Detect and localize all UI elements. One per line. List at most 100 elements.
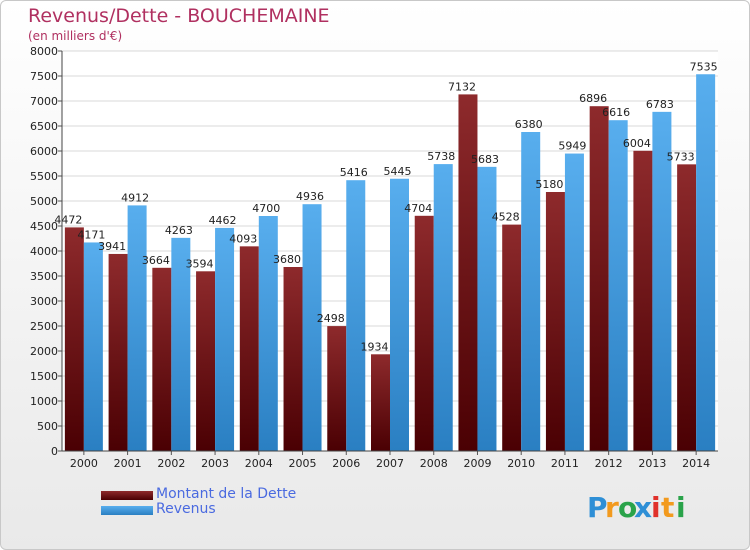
x-tick-label: 2014	[682, 457, 710, 470]
y-tick-label: 7000	[30, 95, 58, 108]
data-label-dette: 2498	[317, 312, 345, 325]
legend-swatch-dette	[101, 491, 153, 500]
y-tick-label: 3500	[30, 270, 58, 283]
chart-title: Revenus/Dette - BOUCHEMAINE	[28, 5, 330, 27]
bar-dette	[196, 271, 216, 451]
data-label-revenus: 4912	[121, 191, 149, 204]
data-label-revenus: 5949	[558, 140, 586, 153]
bar-dette	[677, 164, 697, 451]
data-label-revenus: 7535	[690, 60, 718, 73]
data-label-revenus: 5683	[471, 153, 499, 166]
legend-swatch-revenus	[101, 506, 153, 515]
data-label-dette: 4704	[404, 202, 432, 215]
bar-dette	[414, 215, 434, 451]
y-tick-label: 2500	[30, 320, 58, 333]
bar-revenus	[302, 204, 322, 451]
y-tick-label: 1500	[30, 370, 58, 383]
data-label-dette: 5180	[535, 178, 563, 191]
data-label-revenus: 5416	[340, 166, 368, 179]
bar-revenus	[346, 180, 366, 451]
data-label-revenus: 5445	[384, 165, 412, 178]
x-tick-label: 2000	[70, 457, 98, 470]
x-tick-label: 2002	[157, 457, 185, 470]
data-label-revenus: 6380	[515, 118, 543, 131]
y-tick-label: 3000	[30, 295, 58, 308]
y-tick-label: 500	[37, 420, 58, 433]
proxiti-logo: Pr oxi t i	[587, 491, 686, 524]
y-tick-label: 4000	[30, 245, 58, 258]
x-tick-label: 2013	[638, 457, 666, 470]
data-label-dette: 4093	[229, 232, 257, 245]
data-label-dette: 5733	[667, 150, 695, 163]
bar-dette	[108, 253, 128, 451]
y-tick-label: 5500	[30, 170, 58, 183]
x-tick-label: 2006	[332, 457, 360, 470]
x-tick-label: 2001	[114, 457, 142, 470]
bar-dette	[589, 106, 609, 451]
data-label-revenus: 4936	[296, 190, 324, 203]
logo-letter: i	[676, 491, 686, 524]
logo-letter: o	[618, 491, 637, 524]
data-label-dette: 3664	[142, 254, 170, 267]
data-label-revenus: 6783	[646, 98, 674, 111]
data-label-revenus: 4462	[209, 214, 237, 227]
data-label-revenus: 4263	[165, 224, 193, 237]
legend-label-dette: Montant de la Dette	[156, 486, 297, 502]
data-label-dette: 4472	[54, 213, 82, 226]
data-label-dette: 1934	[361, 340, 389, 353]
bar-revenus	[696, 74, 716, 451]
logo-letter: i	[651, 491, 661, 524]
bar-revenus	[127, 205, 147, 451]
y-tick-label: 0	[51, 445, 58, 458]
bar-revenus	[477, 166, 497, 451]
bar-dette	[458, 94, 478, 452]
bar-revenus	[564, 153, 584, 452]
bar-revenus	[608, 120, 628, 451]
bar-revenus	[258, 216, 278, 451]
x-tick-label: 2007	[376, 457, 404, 470]
legend-label-revenus: Revenus	[156, 501, 216, 517]
y-tick-label: 2000	[30, 345, 58, 358]
logo-letter: r	[605, 491, 619, 524]
logo-letter: P	[587, 491, 608, 524]
data-label-dette: 3941	[98, 240, 126, 253]
data-label-revenus: 4700	[252, 202, 280, 215]
bar-dette	[152, 267, 172, 451]
x-tick-label: 2010	[507, 457, 535, 470]
x-tick-label: 2005	[289, 457, 317, 470]
y-tick-label: 8000	[30, 45, 58, 58]
logo-letter: t	[661, 491, 674, 524]
bar-dette	[502, 224, 522, 451]
bar-revenus	[652, 111, 672, 451]
data-label-dette: 3594	[186, 257, 214, 270]
bar-dette	[371, 354, 390, 451]
x-tick-label: 2003	[201, 457, 229, 470]
x-tick-label: 2004	[245, 457, 273, 470]
x-tick-label: 2008	[420, 457, 448, 470]
bar-dette	[239, 246, 259, 451]
bar-dette	[633, 150, 653, 452]
bar-dette	[545, 192, 565, 451]
data-label-revenus: 6616	[602, 106, 630, 119]
chart-subtitle: (en milliers d'€)	[28, 29, 123, 43]
x-tick-label: 2009	[463, 457, 491, 470]
data-label-dette: 4528	[492, 211, 520, 224]
data-label-dette: 6896	[579, 92, 607, 105]
data-label-dette: 7132	[448, 80, 476, 93]
y-tick-label: 1000	[30, 395, 58, 408]
bar-dette	[64, 227, 84, 451]
y-tick-label: 7500	[30, 70, 58, 83]
y-tick-label: 5000	[30, 195, 58, 208]
bar-dette	[327, 326, 347, 451]
data-label-dette: 3680	[273, 253, 301, 266]
x-tick-label: 2011	[551, 457, 579, 470]
x-tick-label: 2012	[595, 457, 623, 470]
logo-letter: x	[634, 491, 652, 524]
bar-revenus	[390, 178, 409, 451]
bar-revenus	[521, 132, 541, 451]
data-label-revenus: 4171	[77, 228, 105, 241]
bar-revenus	[215, 227, 235, 451]
data-label-revenus: 5738	[427, 150, 455, 163]
